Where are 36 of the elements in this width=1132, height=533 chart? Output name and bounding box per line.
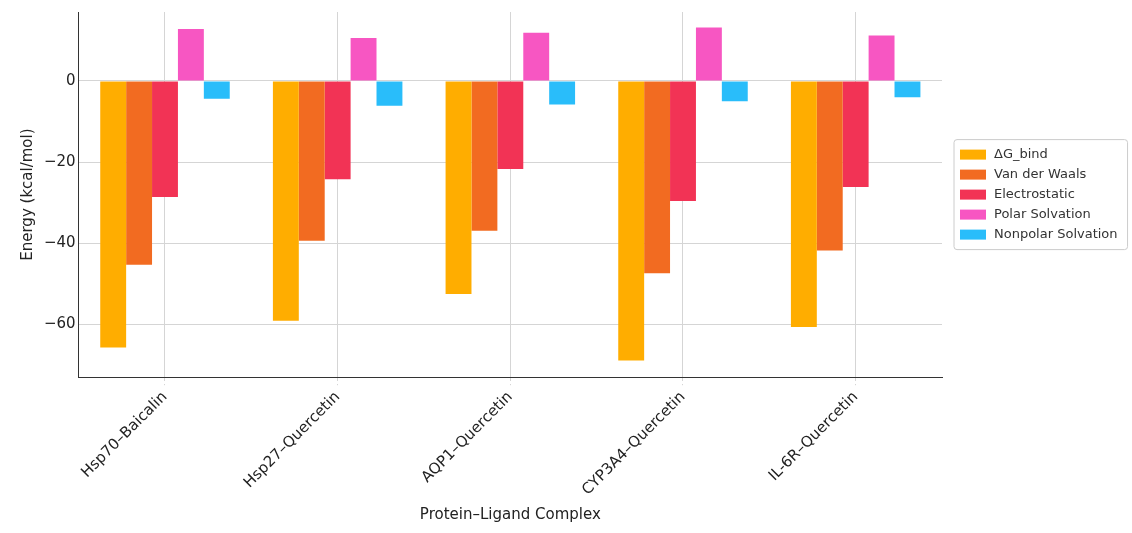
bar [695,27,722,81]
bar [497,81,524,170]
legend-label: Van der Waals [994,165,1087,181]
bar [670,81,696,202]
bar [272,81,299,321]
legend-label: ΔG_bind [994,145,1048,161]
bar [152,81,178,198]
y-tick-label: −60 [44,314,76,333]
bar [894,81,921,98]
bar [203,81,230,99]
y-tick-label: −40 [44,233,76,252]
bar [100,81,127,348]
bar [842,81,869,187]
bar [298,81,325,241]
bar [126,81,153,265]
y-tick-label: −20 [44,152,76,171]
bar [644,81,671,274]
bar [445,81,472,295]
bar [816,81,843,251]
legend-label: Nonpolar Solvation [994,225,1118,241]
bar [376,81,403,106]
x-axis-title: Protein–Ligand Complex [419,504,601,523]
bar [721,81,748,102]
bar [471,81,498,231]
legend-label: Polar Solvation [994,205,1091,221]
bar [790,81,817,327]
y-tick-label: 0 [66,70,76,89]
bar [868,35,895,81]
bar [324,81,351,180]
bar [177,29,204,81]
bar [350,37,377,81]
legend-label: Electrostatic [994,185,1075,201]
bar [618,81,645,361]
bar [523,32,550,81]
y-axis-title: Energy (kcal/mol) [17,128,36,261]
bar [549,81,576,105]
